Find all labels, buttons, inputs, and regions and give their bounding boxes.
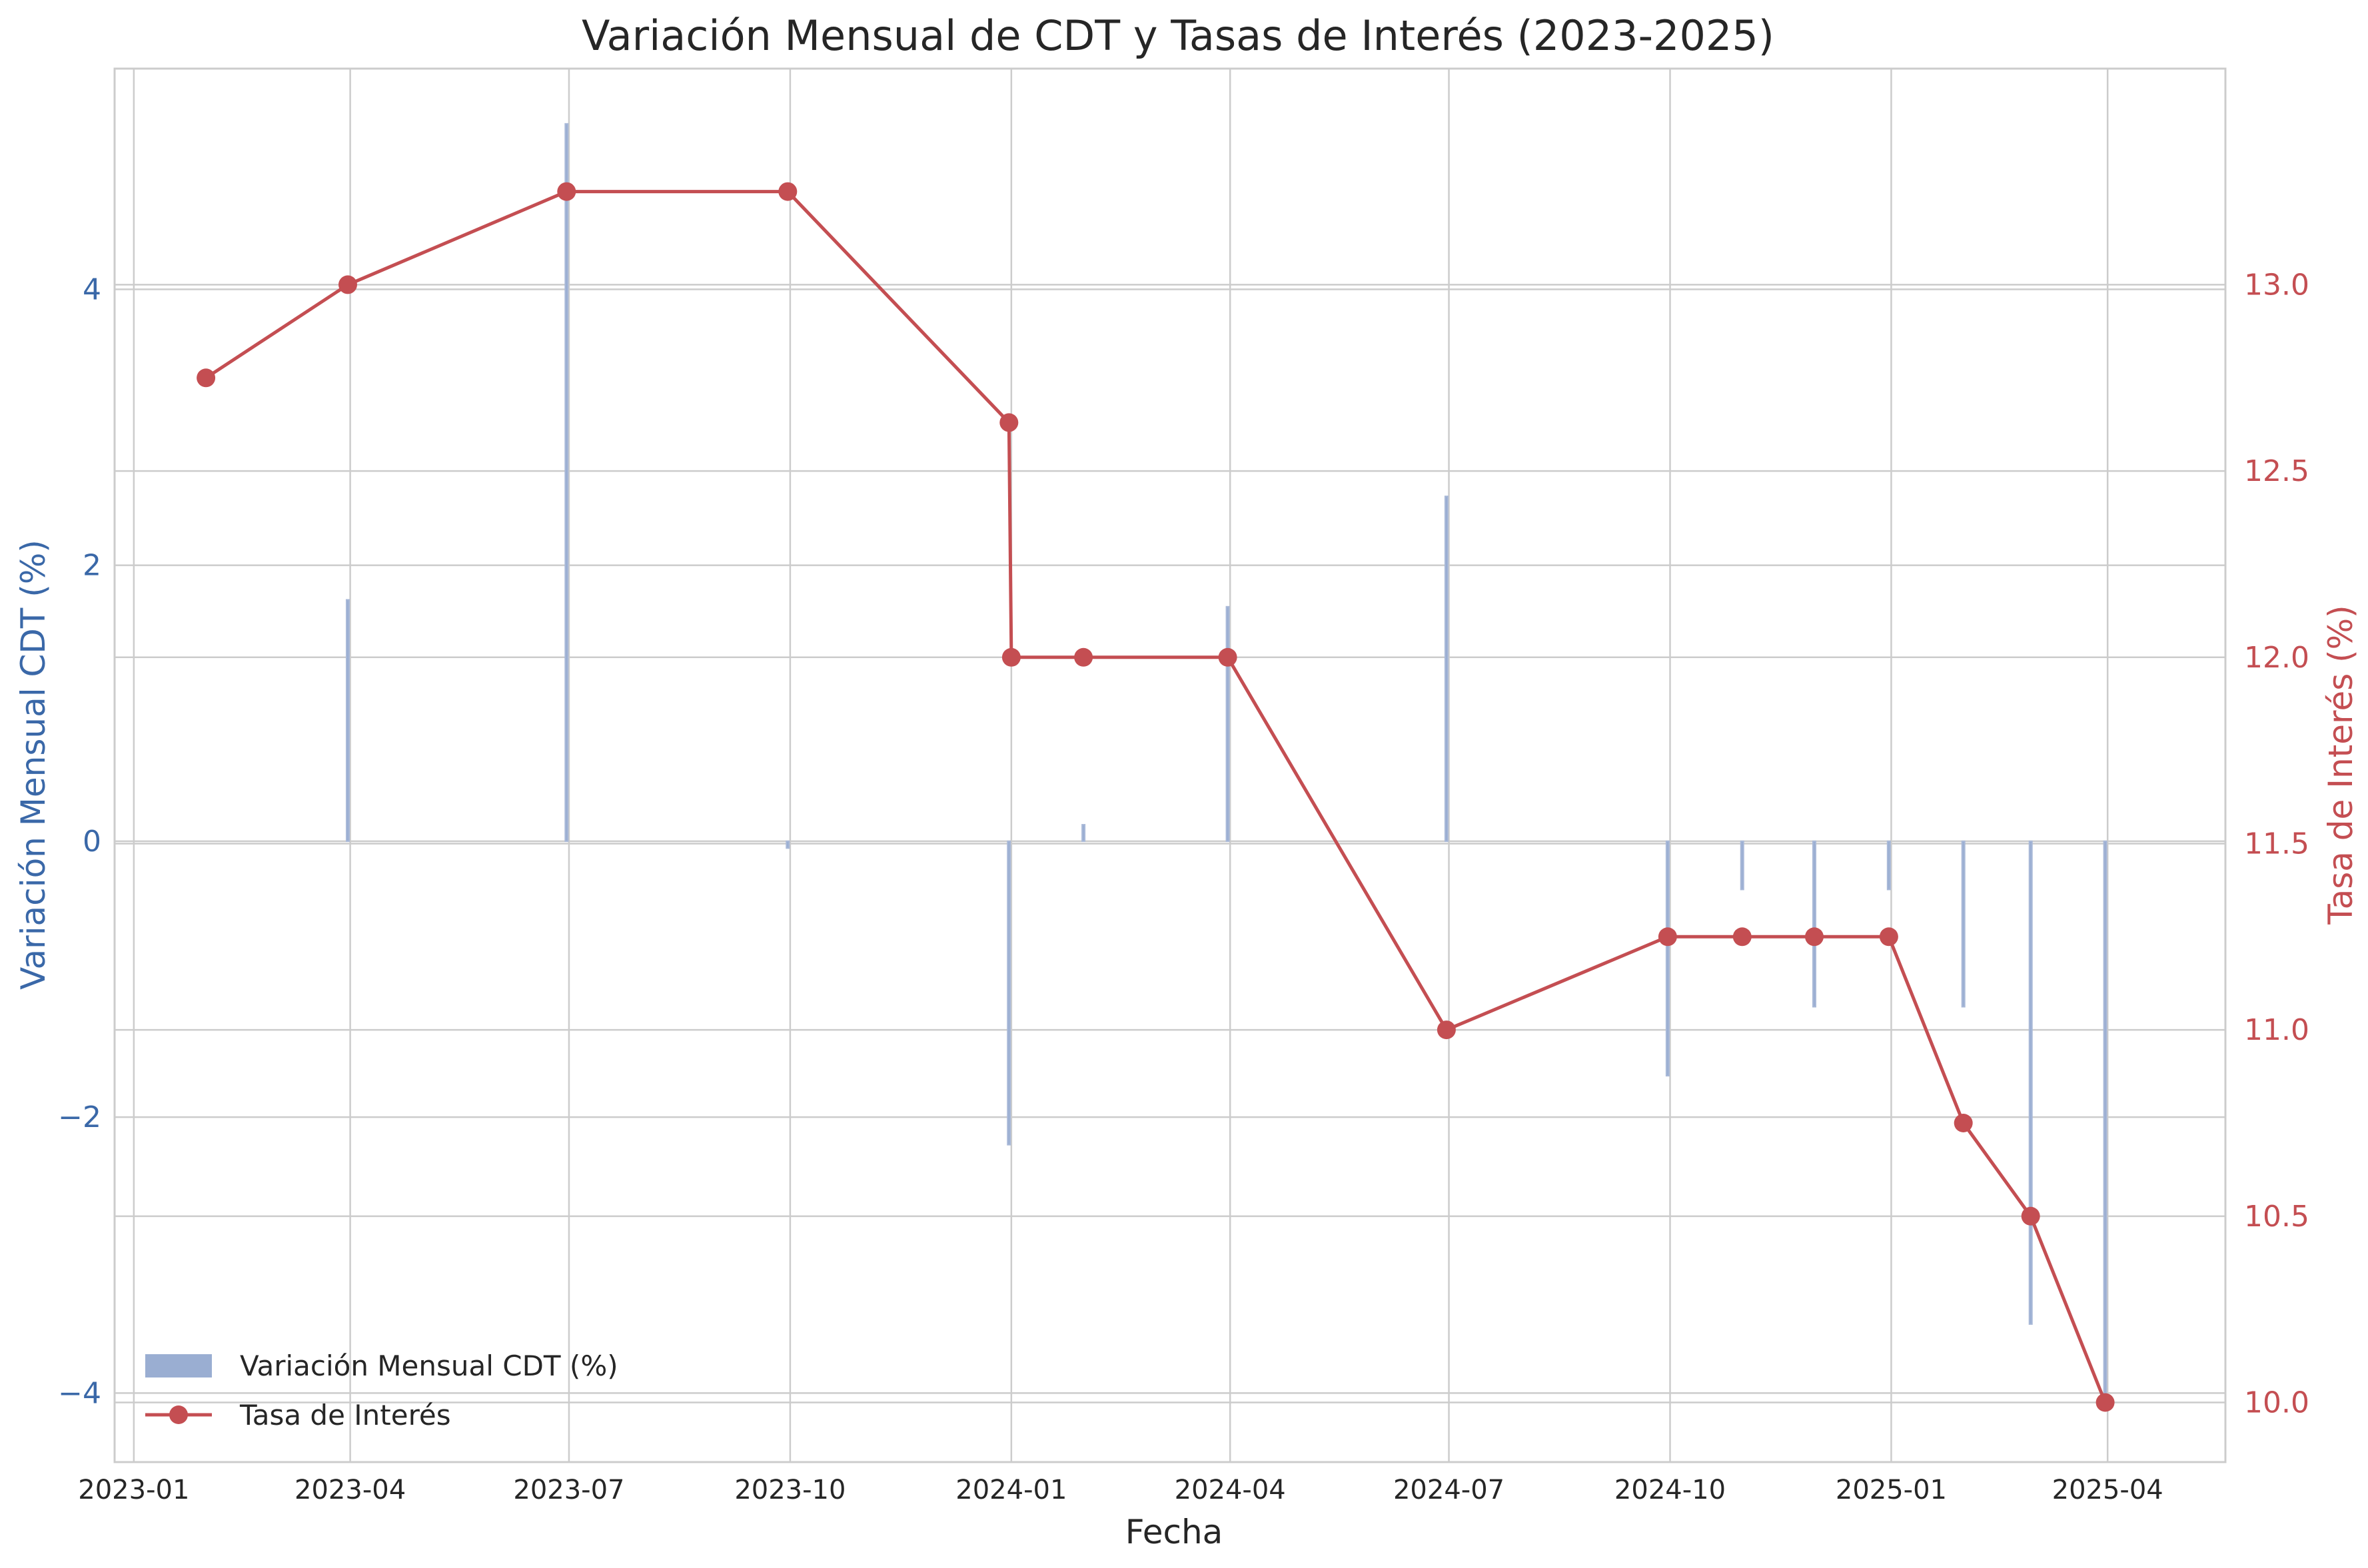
x-axis-ticks: 2023-01 2023-04 2023-07 2023-10 2024-01 2024-… (78, 1475, 2163, 1505)
right-axis-ticks: 10.0 10.5 11.0 11.5 12.0 12.5 13.0 (2244, 268, 2309, 1419)
left-axis-ticks: −4 −2 0 2 4 (58, 272, 101, 1410)
cdt-bar (2028, 840, 2033, 1325)
left-tick-label: −4 (58, 1376, 101, 1410)
rate-point (1658, 927, 1677, 947)
cdt-bar (1665, 840, 1670, 1077)
left-tick-label: 4 (83, 272, 101, 306)
right-tick-label: 10.5 (2244, 1200, 2309, 1234)
gridlines (115, 69, 2225, 1462)
rate-point (2095, 1393, 2115, 1412)
x-tick-label: 2025-01 (1836, 1475, 1947, 1505)
rate-series (197, 182, 2115, 1412)
cdt-bar (1007, 840, 1011, 1146)
rate-point (1218, 647, 1237, 667)
x-tick-label: 2023-07 (513, 1475, 624, 1505)
rate-point (1001, 647, 1021, 667)
cdt-bar (1961, 840, 1966, 1008)
rate-point (1954, 1114, 1973, 1132)
cdt-bar (564, 123, 569, 842)
x-tick-label: 2023-04 (295, 1475, 406, 1505)
rate-point (999, 413, 1019, 432)
rate-line (205, 190, 2107, 1403)
cdt-bar (1740, 840, 1744, 891)
rate-point (557, 182, 576, 201)
cdt-bar (1444, 496, 1449, 842)
legend-line-label: Tasa de Interés (239, 1399, 451, 1431)
cdt-bar (786, 840, 790, 849)
right-tick-label: 12.0 (2244, 641, 2309, 675)
rate-point (1437, 1020, 1456, 1040)
cdt-bar (1225, 605, 1230, 842)
right-tick-label: 11.0 (2244, 1013, 2309, 1047)
legend-line-marker (169, 1405, 188, 1424)
rate-point (1805, 927, 1824, 947)
legend: Variación Mensual CDT (%) Tasa de Interé… (145, 1350, 618, 1431)
cdt-bar (1081, 824, 1086, 842)
rate-point (1732, 927, 1752, 947)
right-tick-label: 10.0 (2244, 1386, 2309, 1420)
legend-bar-label: Variación Mensual CDT (%) (240, 1350, 618, 1382)
x-tick-label: 2024-10 (1614, 1475, 1726, 1505)
rate-point (1074, 647, 1093, 667)
cdt-bar (1812, 840, 1816, 1008)
chart-title: Variación Mensual de CDT y Tasas de Inte… (582, 11, 1774, 60)
x-tick-label: 2024-01 (955, 1475, 1067, 1505)
cdt-bar (345, 599, 350, 842)
cdt-bar (1886, 840, 1891, 891)
right-axis-label: Tasa de Interés (%) (2321, 605, 2360, 925)
x-tick-label: 2023-01 (78, 1475, 189, 1505)
rate-point (778, 182, 798, 201)
cdt-bar (2103, 840, 2107, 1394)
rate-point (2021, 1206, 2040, 1226)
cdt-bars (345, 123, 2107, 1394)
plot-frame (113, 67, 2227, 1463)
left-tick-label: 0 (83, 825, 101, 859)
right-tick-label: 13.0 (2244, 268, 2309, 302)
x-axis-label: Fecha (1125, 1513, 1223, 1551)
right-tick-label: 12.5 (2244, 454, 2309, 488)
rate-point (1879, 927, 1898, 947)
x-tick-label: 2023-10 (734, 1475, 846, 1505)
x-tick-label: 2025-04 (2052, 1475, 2163, 1505)
x-tick-label: 2024-04 (1175, 1475, 1286, 1505)
left-tick-label: −2 (58, 1100, 101, 1134)
rate-point (338, 275, 357, 294)
legend-bar-swatch (145, 1354, 212, 1377)
left-tick-label: 2 (83, 549, 101, 583)
x-tick-label: 2024-07 (1393, 1475, 1504, 1505)
rate-point (197, 368, 216, 388)
plot-border (113, 67, 2227, 1463)
right-tick-label: 11.5 (2244, 827, 2309, 861)
left-axis-label: Variación Mensual CDT (%) (14, 540, 53, 990)
